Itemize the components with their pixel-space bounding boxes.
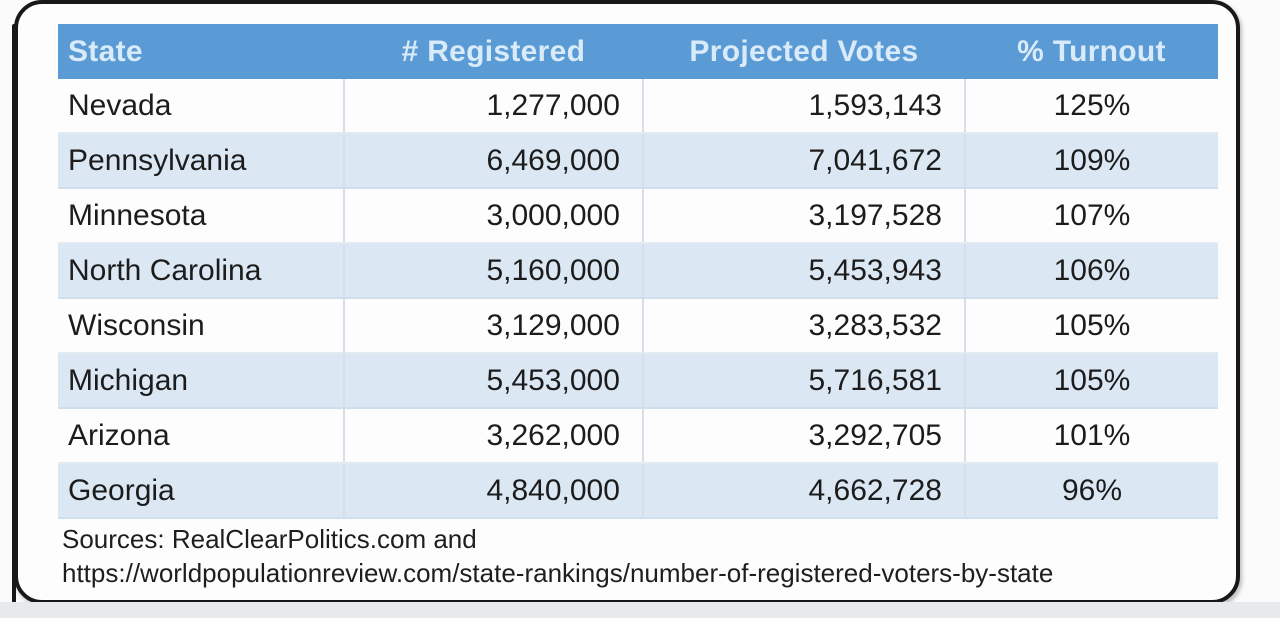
cell-turnout: 105% bbox=[964, 353, 1218, 409]
table-row: Michigan 5,453,000 5,716,581 105% bbox=[58, 353, 1218, 409]
table-row: Minnesota 3,000,000 3,197,528 107% bbox=[58, 188, 1218, 244]
cell-state: Nevada bbox=[58, 79, 345, 134]
cell-registered: 3,129,000 bbox=[343, 298, 644, 354]
cell-state: Minnesota bbox=[58, 188, 345, 244]
table-row: Wisconsin 3,129,000 3,283,532 105% bbox=[58, 298, 1218, 354]
cell-registered: 3,000,000 bbox=[343, 188, 644, 244]
cell-state: Georgia bbox=[58, 463, 345, 519]
header-projected-votes: Projected Votes bbox=[642, 24, 965, 79]
table-row: Pennsylvania 6,469,000 7,041,672 109% bbox=[58, 133, 1218, 189]
cell-projected: 3,292,705 bbox=[642, 408, 966, 464]
cell-state: Michigan bbox=[58, 353, 345, 409]
cell-projected: 3,197,528 bbox=[642, 188, 966, 244]
cell-registered: 1,277,000 bbox=[343, 79, 644, 134]
table-row: North Carolina 5,160,000 5,453,943 106% bbox=[58, 243, 1218, 299]
cell-projected: 5,716,581 bbox=[642, 353, 966, 409]
voter-turnout-table: State # Registered Projected Votes % Tur… bbox=[58, 24, 1218, 519]
sources-line-2: https://worldpopulationreview.com/state-… bbox=[62, 557, 1054, 588]
table-row: Georgia 4,840,000 4,662,728 96% bbox=[58, 463, 1218, 519]
header-row: State # Registered Projected Votes % Tur… bbox=[58, 24, 1218, 79]
cell-projected: 3,283,532 bbox=[642, 298, 966, 354]
header-state: State bbox=[58, 24, 344, 79]
cell-turnout: 109% bbox=[964, 133, 1218, 189]
cell-state: Wisconsin bbox=[58, 298, 345, 354]
cell-turnout: 106% bbox=[964, 243, 1218, 299]
table-row: Arizona 3,262,000 3,292,705 101% bbox=[58, 408, 1218, 464]
cell-state: North Carolina bbox=[58, 243, 345, 299]
cell-turnout: 101% bbox=[964, 408, 1218, 464]
cell-turnout: 96% bbox=[964, 463, 1218, 519]
cell-projected: 5,453,943 bbox=[642, 243, 966, 299]
cell-state: Pennsylvania bbox=[58, 133, 345, 189]
sources-note: Sources: RealClearPolitics.com and https… bbox=[58, 523, 1218, 591]
header-registered: # Registered bbox=[343, 24, 643, 79]
cell-registered: 3,262,000 bbox=[343, 408, 644, 464]
cell-turnout: 105% bbox=[964, 298, 1218, 354]
cell-turnout: 107% bbox=[964, 188, 1218, 244]
header-percent-turnout: % Turnout bbox=[964, 24, 1218, 79]
bottom-grey-strip bbox=[0, 602, 1280, 618]
cell-projected: 1,593,143 bbox=[642, 79, 966, 134]
cell-registered: 5,453,000 bbox=[343, 353, 644, 409]
cell-registered: 6,469,000 bbox=[343, 133, 644, 189]
table-body: Nevada 1,277,000 1,593,143 125% Pennsylv… bbox=[58, 79, 1218, 519]
sources-line-1: Sources: RealClearPolitics.com and bbox=[62, 524, 477, 554]
cell-state: Arizona bbox=[58, 408, 345, 464]
table-header: State # Registered Projected Votes % Tur… bbox=[58, 24, 1218, 79]
cell-registered: 5,160,000 bbox=[343, 243, 644, 299]
cell-projected: 4,662,728 bbox=[642, 463, 966, 519]
table-card: State # Registered Projected Votes % Tur… bbox=[14, 0, 1240, 604]
cell-registered: 4,840,000 bbox=[343, 463, 644, 519]
cell-projected: 7,041,672 bbox=[642, 133, 966, 189]
table-row: Nevada 1,277,000 1,593,143 125% bbox=[58, 79, 1218, 134]
cell-turnout: 125% bbox=[964, 79, 1218, 134]
